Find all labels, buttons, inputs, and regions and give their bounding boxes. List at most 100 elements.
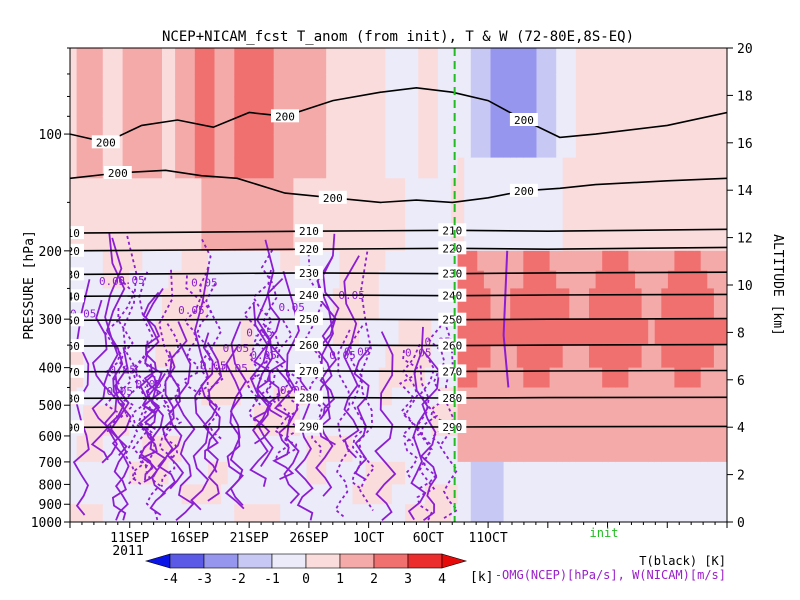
- anomaly-cell: [720, 48, 727, 75]
- anomaly-cell: [83, 288, 91, 320]
- anomaly-cell: [523, 228, 531, 252]
- anomaly-cell: [365, 270, 373, 290]
- anomaly-cell: [247, 319, 255, 346]
- anomaly-cell: [142, 178, 150, 203]
- anomaly-cell: [569, 178, 577, 203]
- anomaly-cell: [536, 250, 544, 272]
- anomaly-cell: [497, 367, 505, 388]
- anomaly-cell: [175, 202, 183, 229]
- anomaly-cell: [339, 484, 347, 505]
- anomaly-cell: [516, 202, 524, 229]
- anomaly-cell: [523, 202, 531, 229]
- anomaly-cell: [648, 157, 656, 179]
- anomaly-cell: [575, 367, 584, 388]
- anomaly-cell: [523, 270, 531, 290]
- anomaly-cell: [181, 48, 189, 75]
- anomaly-cell: [628, 134, 636, 159]
- anomaly-cell: [175, 116, 183, 135]
- anomaly-cell: [648, 405, 656, 437]
- anomaly-cell: [582, 367, 590, 388]
- anomaly-cell: [267, 288, 275, 320]
- anomaly-cell: [503, 74, 511, 98]
- anomaly-cell: [589, 270, 597, 290]
- anomaly-cell: [418, 96, 426, 117]
- anomaly-cell: [523, 461, 531, 485]
- anomaly-cell: [254, 96, 262, 117]
- anomaly-cell: [70, 202, 78, 229]
- anomaly-cell: [168, 134, 176, 159]
- anomaly-cell: [562, 48, 570, 75]
- anomaly-cell: [188, 484, 196, 505]
- anomaly-cell: [273, 484, 281, 505]
- anomaly-cell: [582, 96, 590, 117]
- anomaly-cell: [602, 74, 610, 98]
- anomaly-cell: [549, 270, 557, 290]
- anomaly-cell: [319, 250, 327, 272]
- anomaly-cell: [76, 250, 84, 272]
- anomaly-cell: [451, 228, 459, 252]
- anomaly-cell: [483, 270, 492, 290]
- anomaly-cell: [345, 484, 354, 505]
- anomaly-cell: [214, 48, 222, 75]
- anomaly-cell: [727, 368, 734, 388]
- anomaly-cell: [326, 504, 334, 522]
- anomaly-cell: [681, 74, 689, 98]
- anomaly-cell: [457, 461, 465, 485]
- anomaly-cell: [536, 504, 544, 522]
- anomaly-cell: [96, 48, 104, 75]
- anomaly-cell: [464, 345, 472, 369]
- anomaly-cell: [273, 116, 281, 135]
- anomaly-cell: [641, 367, 649, 388]
- anomaly-cell: [359, 202, 367, 229]
- anomaly-cell: [286, 250, 294, 272]
- omega-contour: [266, 277, 287, 418]
- anomaly-cell: [444, 270, 452, 290]
- anomaly-cell: [319, 134, 327, 159]
- anomaly-cell: [326, 48, 334, 75]
- anomaly-cell: [661, 74, 669, 98]
- anomaly-cell: [444, 157, 452, 179]
- anomaly-cell: [234, 270, 242, 290]
- anomaly-cell: [385, 74, 393, 98]
- anomaly-cell: [240, 504, 248, 522]
- anomaly-cell: [700, 405, 708, 437]
- anomaly-cell: [135, 367, 143, 388]
- anomaly-cell: [562, 288, 570, 320]
- anomaly-cell: [523, 387, 531, 406]
- anomaly-cell: [260, 270, 268, 290]
- anomaly-cell: [339, 157, 347, 179]
- anomaly-cell: [477, 228, 485, 252]
- anomaly-cell: [687, 405, 695, 437]
- anomaly-cell: [89, 405, 97, 437]
- anomaly-cell: [595, 74, 603, 98]
- anomaly-cell: [727, 158, 734, 179]
- time-axis: 11SEP 16SEP 21SEP 26SEP 1OCT 6OCT 11OCT: [69, 522, 728, 546]
- anomaly-cell: [313, 228, 321, 252]
- anomaly-cell: [359, 228, 367, 252]
- anomaly-cell: [536, 270, 544, 290]
- temperature-label-box: [438, 312, 467, 326]
- anomaly-cell: [129, 134, 137, 159]
- anomaly-cell: [83, 250, 91, 272]
- anomaly-cell: [122, 134, 130, 159]
- anomaly-cell: [641, 202, 649, 229]
- anomaly-cell: [529, 319, 538, 346]
- anomaly-cell: [240, 435, 248, 463]
- anomaly-cell: [700, 178, 708, 203]
- altitude-tick-label: 16: [737, 137, 753, 152]
- color-scale-unit: [k]: [470, 570, 493, 585]
- anomaly-cell: [247, 405, 255, 437]
- anomaly-cell: [431, 367, 439, 388]
- anomaly-cell: [96, 228, 104, 252]
- anomaly-cell: [267, 74, 275, 98]
- anomaly-cell: [727, 484, 734, 504]
- anomaly-cell: [109, 96, 117, 117]
- anomaly-cell: [707, 504, 715, 522]
- anomaly-cell: [641, 461, 649, 485]
- anomaly-cell: [411, 48, 419, 75]
- anomaly-cell: [155, 319, 163, 346]
- anomaly-cell: [162, 367, 170, 388]
- anomaly-cell: [595, 435, 603, 463]
- anomaly-cell: [477, 134, 485, 159]
- anomaly-cell: [602, 435, 610, 463]
